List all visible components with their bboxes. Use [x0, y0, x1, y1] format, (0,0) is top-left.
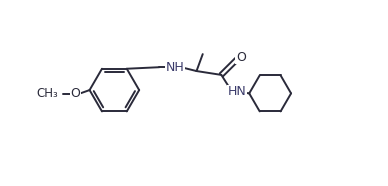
- Text: HN: HN: [227, 85, 246, 98]
- Text: O: O: [71, 87, 81, 100]
- Text: NH: NH: [165, 61, 184, 74]
- Text: CH₃: CH₃: [37, 87, 59, 100]
- Text: O: O: [236, 51, 246, 64]
